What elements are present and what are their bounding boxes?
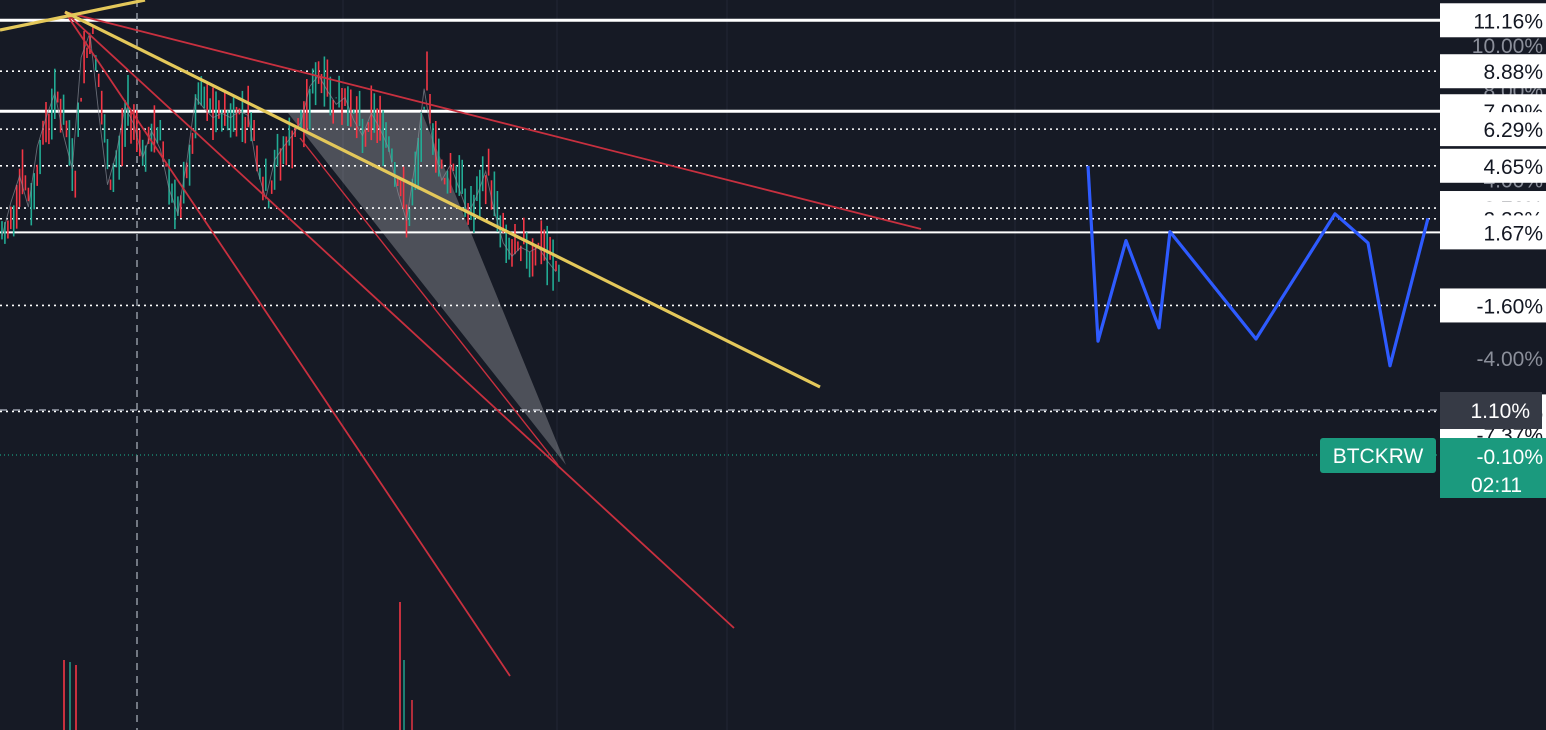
level-label-4: 4.65% (1483, 156, 1543, 179)
level-label-3: 6.29% (1483, 119, 1543, 142)
red-trendline-upper (64, 11, 922, 230)
crosshair-price-value: 1.10% (1470, 400, 1530, 423)
symbol-badge[interactable]: BTCKRW (1320, 438, 1436, 473)
blue-projection-line[interactable] (1086, 165, 1430, 368)
y-tick-label-0: 10.00% (1472, 35, 1543, 58)
red-trendline-lower (64, 11, 511, 677)
y-tick-label-6: -4.00% (1476, 348, 1543, 371)
level-label-box-7[interactable] (1440, 215, 1546, 250)
level-label-8: -1.60% (1476, 295, 1543, 318)
symbol-badge-bg (1320, 438, 1436, 473)
countdown-timer: 02:11 (1471, 474, 1522, 497)
symbol-label: BTCKRW (1333, 445, 1424, 468)
last-price-value: -0.10% (1476, 446, 1543, 469)
yellow-trendline-main (64, 10, 821, 389)
trendlines[interactable] (0, 0, 922, 677)
yellow-trendline-top (0, 0, 146, 32)
level-label-box-8[interactable] (1440, 288, 1546, 323)
level-label-1: 8.88% (1483, 61, 1543, 84)
level-label-box-1[interactable] (1440, 54, 1546, 89)
price-series-line (1, 32, 557, 273)
level-label-box-0[interactable] (1440, 3, 1546, 38)
red-trendline-middle (64, 11, 735, 629)
grid-lines (342, 0, 1214, 730)
level-label-7: 1.67% (1483, 222, 1543, 245)
crosshair-price-box: 1.10% (1440, 392, 1542, 429)
wedge-bottom-red-line (299, 137, 559, 466)
crosshair-price-bg (1440, 392, 1542, 429)
level-label-0: 11.16% (1473, 10, 1543, 33)
level-label-box-3[interactable] (1440, 112, 1546, 147)
last-price-box[interactable]: -0.10% 02:11 (1440, 438, 1546, 498)
level-label-box-4[interactable] (1440, 148, 1546, 183)
volume-spikes (63, 602, 413, 730)
last-price-bg (1440, 438, 1546, 498)
falling-wedge-zone[interactable] (288, 113, 566, 465)
